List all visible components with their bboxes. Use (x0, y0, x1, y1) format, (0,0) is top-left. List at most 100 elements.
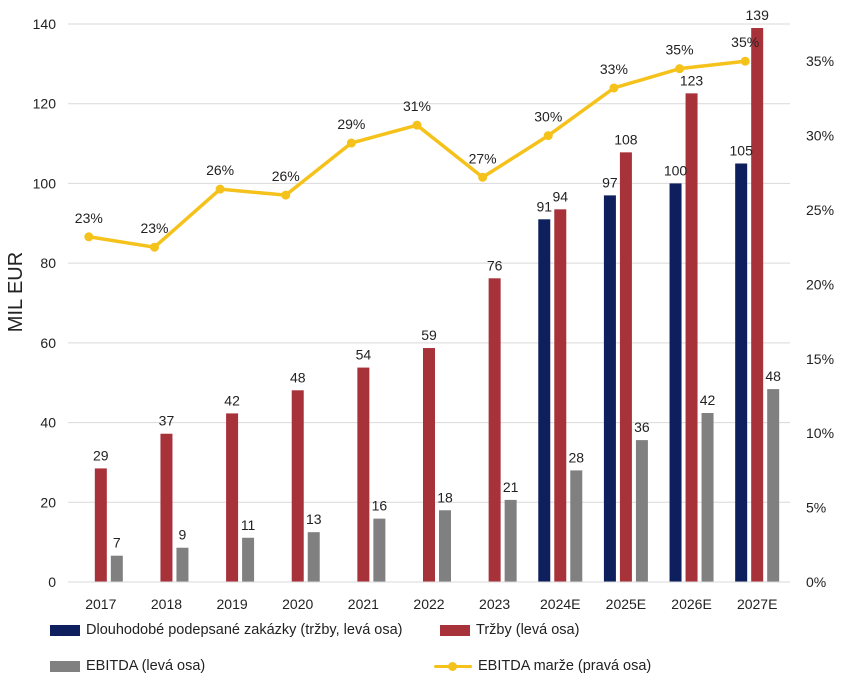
revenue-label: 48 (290, 369, 306, 385)
margin-label: 23% (140, 220, 168, 236)
revenue-bar (94, 468, 107, 582)
revenue-label: 76 (487, 257, 503, 273)
y-tick-label: 80 (40, 255, 56, 271)
contracts-label: 97 (602, 174, 618, 190)
y2-tick-label: 15% (806, 351, 834, 367)
x-tick-label: 2022 (413, 596, 444, 612)
ebitda-label: 18 (437, 489, 453, 505)
y-tick-label: 100 (33, 175, 57, 191)
y2-tick-label: 30% (806, 128, 834, 144)
margin-point (478, 172, 488, 182)
revenue-bar (488, 278, 501, 582)
legend-label-ebitda: EBITDA (levá osa) (86, 658, 206, 674)
legend-item-ebitda-margin: EBITDA marže (pravá osa) (434, 658, 651, 674)
revenue-bar (291, 390, 304, 582)
x-tick-label: 2018 (151, 596, 182, 612)
revenue-bar (160, 433, 173, 582)
revenue-label: 108 (614, 131, 638, 147)
ebitda-bar (635, 440, 648, 582)
margin-label: 35% (731, 34, 759, 50)
revenue-label: 59 (421, 327, 437, 343)
y2-tick-label: 20% (806, 276, 834, 292)
legend-item-ebitda: EBITDA (levá osa) (50, 658, 205, 674)
x-tick-label: 2025E (606, 596, 646, 612)
margin-label: 26% (206, 162, 234, 178)
ebitda-bar (176, 547, 189, 582)
y-tick-label: 140 (33, 16, 57, 32)
legend-swatch-revenue (440, 624, 470, 636)
legend-item-revenue: Tržby (levá osa) (440, 622, 579, 638)
margin-point (346, 138, 356, 148)
contracts-bar (669, 183, 682, 582)
x-tick-label: 2023 (479, 596, 510, 612)
revenue-bar (357, 367, 370, 582)
ebitda-label: 21 (503, 479, 519, 495)
ebitda-label: 11 (241, 517, 256, 533)
x-tick-label: 2024E (540, 596, 580, 612)
margin-label: 27% (469, 150, 497, 166)
margin-label: 35% (666, 42, 694, 58)
contracts-label: 100 (664, 162, 688, 178)
legend: Dlouhodobé podepsané zakázky (tržby, lev… (0, 612, 843, 682)
legend-label-ebitda-margin: EBITDA marže (pravá osa) (478, 658, 652, 674)
revenue-bar (685, 93, 698, 582)
ebitda-bar (242, 537, 255, 582)
bars (94, 27, 780, 583)
data-labels: 91 97 100 105 29 37 42 48 54 59 76 94 108 123 139 7 9 11 1… (75, 7, 781, 551)
revenue-label: 139 (746, 7, 770, 23)
contracts-bar (603, 195, 616, 582)
revenue-label: 37 (159, 413, 175, 429)
ebitda-label: 42 (700, 392, 716, 408)
margin-point (215, 184, 225, 194)
x-tick-label: 2017 (85, 596, 116, 612)
contracts-bar (538, 219, 551, 583)
margin-line (84, 56, 750, 252)
margin-point (675, 64, 685, 74)
legend-swatch-ebitda (50, 660, 80, 672)
y-tick-label: 40 (40, 415, 56, 431)
margin-label: 30% (534, 109, 562, 125)
legend-label-contracts: Dlouhodobé podepsané zakázky (tržby, lev… (86, 622, 403, 638)
margin-label: 23% (75, 210, 103, 226)
revenue-label: 54 (356, 347, 372, 363)
ebitda-label: 7 (113, 535, 121, 551)
margin-point (740, 56, 750, 66)
x-tick-label: 2021 (348, 596, 379, 612)
x-tick-label: 2027E (737, 596, 777, 612)
ebitda-bar (701, 413, 714, 582)
ebitda-label: 36 (634, 419, 650, 435)
revenue-bar (751, 27, 764, 582)
y-tick-label: 60 (40, 335, 56, 351)
ebitda-bar (307, 532, 320, 582)
revenue-bar (554, 209, 567, 583)
ebitda-label: 48 (765, 368, 781, 384)
combo-chart: 0 20 40 60 80 100 120 140 0% 5% 10% 15% 20% 25% 30% 35%… (5, 7, 834, 612)
ebitda-bar (767, 389, 780, 582)
margin-label: 29% (337, 116, 365, 132)
ebitda-label: 9 (179, 527, 187, 543)
margin-point (84, 232, 94, 242)
legend-swatch-contracts (50, 624, 80, 636)
ebitda-bar (570, 470, 583, 582)
revenue-label: 42 (224, 392, 240, 408)
margin-point (149, 242, 159, 252)
y-tick-label: 0 (48, 574, 56, 590)
legend-item-contracts: Dlouhodobé podepsané zakázky (tržby, lev… (50, 622, 403, 638)
y2-tick-label: 10% (806, 425, 834, 441)
revenue-label: 94 (552, 188, 568, 204)
margin-label: 31% (403, 98, 431, 114)
y-axis-title: MIL EUR (5, 252, 27, 332)
margin-label: 26% (272, 168, 300, 184)
margin-point (412, 120, 422, 130)
margin-point (281, 190, 291, 200)
legend-label-revenue: Tržby (levá osa) (476, 622, 580, 638)
ebitda-bar (439, 510, 451, 582)
contracts-label: 91 (536, 198, 552, 214)
y2-tick-label: 0% (806, 574, 826, 590)
legend-line-ebitda-margin (434, 661, 472, 672)
x-tick-label: 2019 (217, 596, 248, 612)
revenue-label: 29 (93, 447, 109, 463)
ebitda-bar (373, 518, 386, 582)
y-tick-label: 120 (33, 96, 57, 112)
